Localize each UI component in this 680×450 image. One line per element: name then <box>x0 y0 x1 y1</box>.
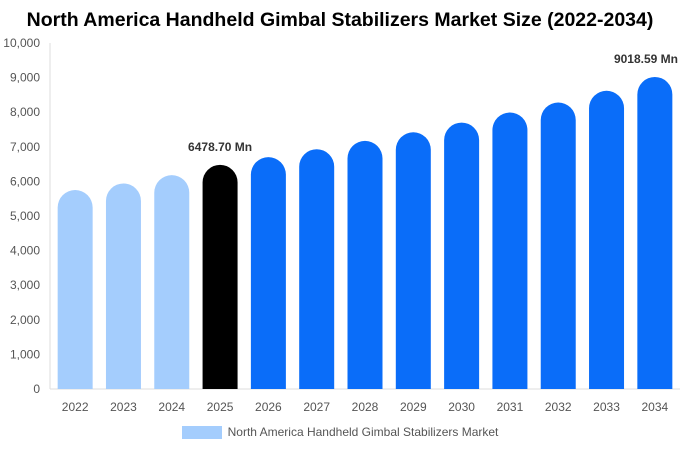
x-tick-label: 2033 <box>593 400 620 414</box>
bars <box>57 76 673 390</box>
x-tick-label: 2032 <box>545 400 572 414</box>
x-tick-label: 2030 <box>448 400 475 414</box>
chart-title: North America Handheld Gimbal Stabilizer… <box>26 9 654 31</box>
x-tick-label: 2023 <box>110 400 137 414</box>
x-tick-label: 2022 <box>62 400 89 414</box>
x-tick-label: 2031 <box>497 400 524 414</box>
y-tick-label: 2,000 <box>10 313 40 327</box>
bar-2031 <box>492 112 528 389</box>
bar-2023 <box>105 183 141 389</box>
x-axis: 2022 2023 2024 2025 2026 2027 2028 2029 2030 2031… <box>50 388 680 414</box>
x-tick-label: 2034 <box>641 400 668 414</box>
y-tick-label: 10,000 <box>3 36 40 50</box>
y-tick-label: 1,000 <box>10 347 40 361</box>
y-tick-label: 8,000 <box>10 105 40 119</box>
bar-2025 <box>202 164 238 389</box>
annotations: 6478.70 Mn 9018.59 Mn <box>188 52 678 154</box>
bar-2034 <box>637 76 673 389</box>
y-tick-label: 4,000 <box>10 244 40 258</box>
bar-2027 <box>299 149 335 389</box>
x-tick-label: 2027 <box>303 400 330 414</box>
y-tick-label: 9,000 <box>10 71 40 85</box>
y-tick-label: 3,000 <box>10 278 40 292</box>
y-tick-label: 5,000 <box>10 209 40 223</box>
y-tick-label: 0 <box>33 382 40 396</box>
x-tick-label: 2026 <box>255 400 282 414</box>
x-tick-label: 2024 <box>158 400 185 414</box>
data-label-2025: 6478.70 Mn <box>188 140 252 154</box>
legend-label: North America Handheld Gimbal Stabilizer… <box>227 425 499 439</box>
bar-2029 <box>395 132 431 390</box>
x-tick-label: 2025 <box>207 400 234 414</box>
bar-2024 <box>154 175 190 389</box>
x-tick-label: 2029 <box>400 400 427 414</box>
bar-2030 <box>444 122 480 389</box>
y-axis: 0 1,000 2,000 3,000 4,000 5,000 6,000 7,000 8,00… <box>3 36 51 396</box>
x-tick-label: 2028 <box>352 400 379 414</box>
bar-2028 <box>347 140 383 389</box>
legend-swatch <box>181 425 222 439</box>
y-tick-label: 7,000 <box>10 140 40 154</box>
data-label-2034: 9018.59 Mn <box>614 52 678 66</box>
bar-2033 <box>589 90 625 390</box>
y-tick-label: 6,000 <box>10 174 40 188</box>
legend: North America Handheld Gimbal Stabilizer… <box>0 425 680 439</box>
bar-2022 <box>57 190 93 389</box>
bar-2032 <box>540 102 576 390</box>
bar-2026 <box>250 157 286 389</box>
